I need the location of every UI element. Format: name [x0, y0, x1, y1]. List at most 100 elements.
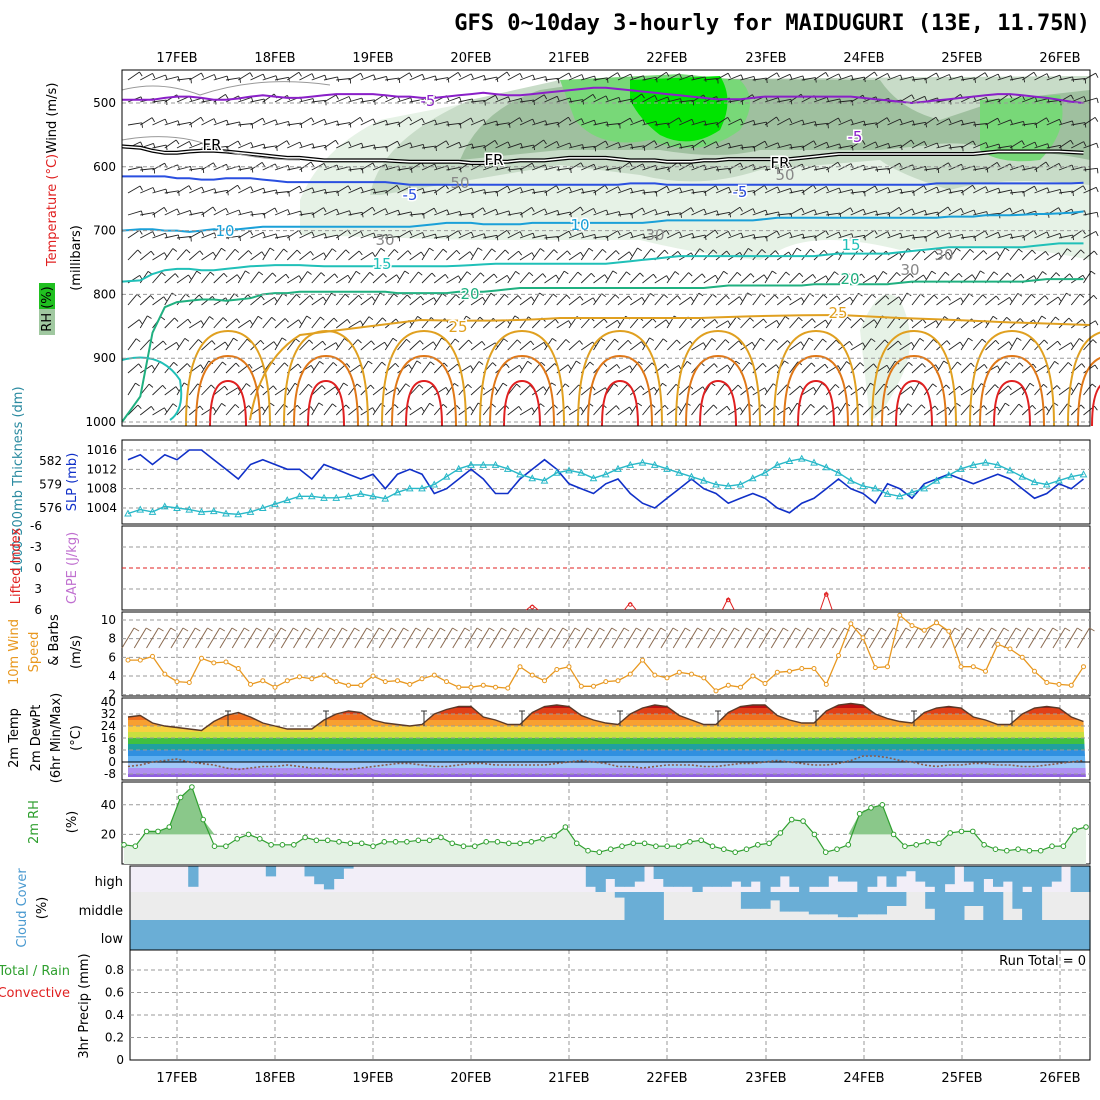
wind-barb-flag — [789, 74, 793, 80]
wind-barb — [532, 94, 545, 103]
wind-barb-flag — [873, 363, 878, 368]
wind-barb — [397, 211, 412, 216]
wind-barb-flag — [932, 383, 937, 388]
wind-barb — [274, 248, 284, 261]
wind-barb — [874, 383, 885, 396]
wind-barb — [188, 405, 201, 416]
thickness-point — [246, 507, 255, 515]
wind-barb-flag — [887, 187, 891, 193]
cloud-bar — [614, 866, 626, 887]
wind-barb-flag — [568, 186, 572, 192]
wind-barb — [568, 206, 581, 216]
wind-barb — [887, 188, 902, 194]
rh-point — [1083, 824, 1089, 830]
thickness-point — [724, 482, 733, 490]
wind-barb — [409, 143, 424, 149]
wind-barb — [629, 272, 641, 284]
cloud-bar — [857, 892, 868, 915]
wind-barb — [531, 248, 541, 261]
wind-barb-flag — [347, 185, 352, 191]
wind-barb-flag — [1092, 339, 1097, 344]
wind-barb — [801, 121, 816, 126]
surface-wind-barb-flag — [562, 627, 569, 632]
wind-barb — [335, 274, 349, 284]
cloud-bar — [944, 892, 955, 920]
wind-barb — [286, 338, 297, 351]
wind-barb-flag — [799, 272, 804, 278]
panel-frame — [121, 697, 1091, 781]
wind-barb-flag — [360, 231, 364, 237]
wind-barb — [274, 120, 289, 126]
thickness-tick-label: 582 — [39, 454, 62, 468]
thickness-point — [271, 500, 279, 508]
wind-barb — [164, 403, 174, 416]
wind-barb-flag — [861, 386, 866, 392]
wind-barb — [801, 337, 810, 351]
wind-speed-point — [358, 682, 364, 688]
surface-wind-barb-flag — [623, 627, 630, 632]
wind-barb — [777, 213, 792, 216]
wind-barb-flag — [553, 404, 558, 409]
wind-barb-flag — [553, 249, 558, 254]
wind-barb-flag — [581, 118, 585, 124]
pressure-tick-label: 600 — [93, 160, 116, 174]
wind-barb — [1083, 117, 1096, 126]
wind-barb — [764, 142, 779, 149]
wind-barb-flag — [761, 249, 766, 254]
wind-barb-flag — [814, 209, 817, 215]
wind-barb — [262, 189, 277, 194]
wind-barb — [666, 251, 679, 261]
wind-barb — [335, 319, 348, 329]
surface-wind-barb-flag — [880, 627, 887, 632]
wind-barb — [666, 231, 680, 239]
wind-barb-flag — [556, 96, 560, 102]
wind-barb-flag — [1009, 207, 1013, 213]
surface-wind-barb — [415, 627, 429, 649]
wind-barb-flag — [808, 337, 814, 342]
wind-barb-flag — [1056, 385, 1061, 390]
heating-contour — [979, 354, 1045, 427]
wind-barb — [287, 141, 301, 149]
wind-barb — [299, 143, 313, 149]
wind-speed-point — [627, 671, 633, 677]
wind-barb-flag — [910, 386, 915, 391]
wind-barb-flag — [459, 211, 462, 217]
wind-barb-flag — [458, 142, 462, 148]
wind-barb — [581, 94, 594, 103]
wind-barb-flag — [652, 318, 657, 323]
wind-barb-flag — [1083, 141, 1087, 147]
wind-barb — [323, 386, 336, 396]
cloud-bar — [624, 892, 635, 920]
precip-tick-label: 0.8 — [105, 963, 124, 977]
cloud-bar — [837, 866, 849, 882]
wind-speed-point — [762, 681, 768, 686]
wind-barb — [593, 209, 607, 216]
surface-wind-barb-flag — [831, 627, 838, 632]
temperature-axis-label: Temperature (°C) — [45, 154, 60, 267]
wind-barb-flag — [506, 71, 511, 77]
wind-barb — [250, 212, 265, 216]
wind-barb — [825, 384, 836, 396]
wind-barb-flag — [933, 294, 938, 300]
wind-barb — [740, 341, 753, 351]
wind-barb — [605, 230, 619, 239]
wind-barb-flag — [420, 251, 425, 257]
wind-barb-flag — [898, 296, 902, 302]
wind-barb — [1034, 315, 1043, 329]
lifted-index-tick-label: -3 — [30, 540, 42, 554]
wind-barb — [164, 292, 173, 306]
wind-barb — [752, 209, 767, 216]
wind-barb — [189, 72, 202, 81]
lifted-index-tick-label: -6 — [30, 519, 42, 533]
wind-barb-flag — [360, 320, 364, 326]
wind-barb-flag — [826, 142, 830, 148]
wind-barb — [789, 207, 802, 216]
cloud-bar — [682, 866, 693, 887]
cloud-bar — [585, 866, 597, 887]
cloud-unit-label: (%) — [35, 897, 50, 920]
wind-barb — [789, 317, 800, 329]
rh-high-area — [837, 804, 894, 835]
wind-barb-flag — [175, 139, 180, 145]
thickness-point — [295, 492, 304, 500]
wind-barb — [360, 118, 374, 126]
